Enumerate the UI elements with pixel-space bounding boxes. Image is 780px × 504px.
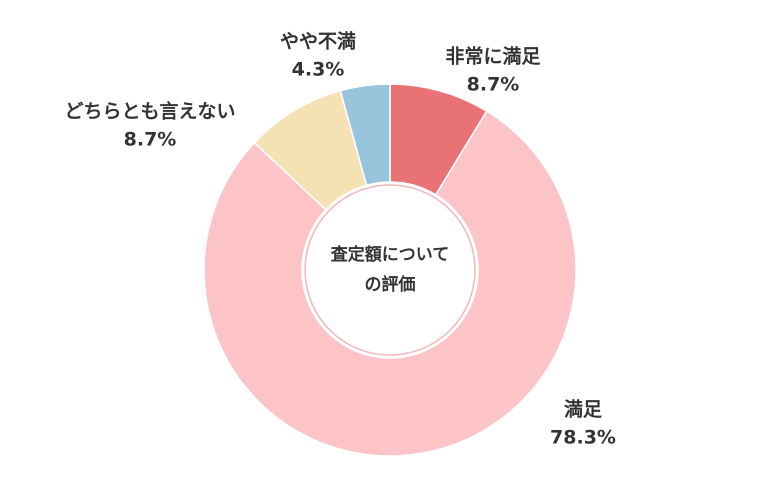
- slice-category-label: 非常に満足: [445, 45, 541, 68]
- inner-hole: [308, 188, 472, 352]
- slice-category-label: 満足: [564, 399, 603, 421]
- slice-value-label: 4.3%: [292, 59, 345, 81]
- donut-slice: [339, 83, 391, 187]
- slice-category-label: どちらとも言えない: [64, 100, 235, 123]
- donut-slice: [203, 110, 577, 457]
- slice-value-label: 8.7%: [124, 129, 177, 151]
- center-title-box: 査定額についての評価: [320, 240, 460, 300]
- slice-value-label: 8.7%: [467, 74, 520, 96]
- slice-category-label: やや不満: [280, 31, 356, 53]
- chart-title: 査定額についての評価: [330, 245, 450, 295]
- slice-value-label: 78.3%: [550, 427, 616, 449]
